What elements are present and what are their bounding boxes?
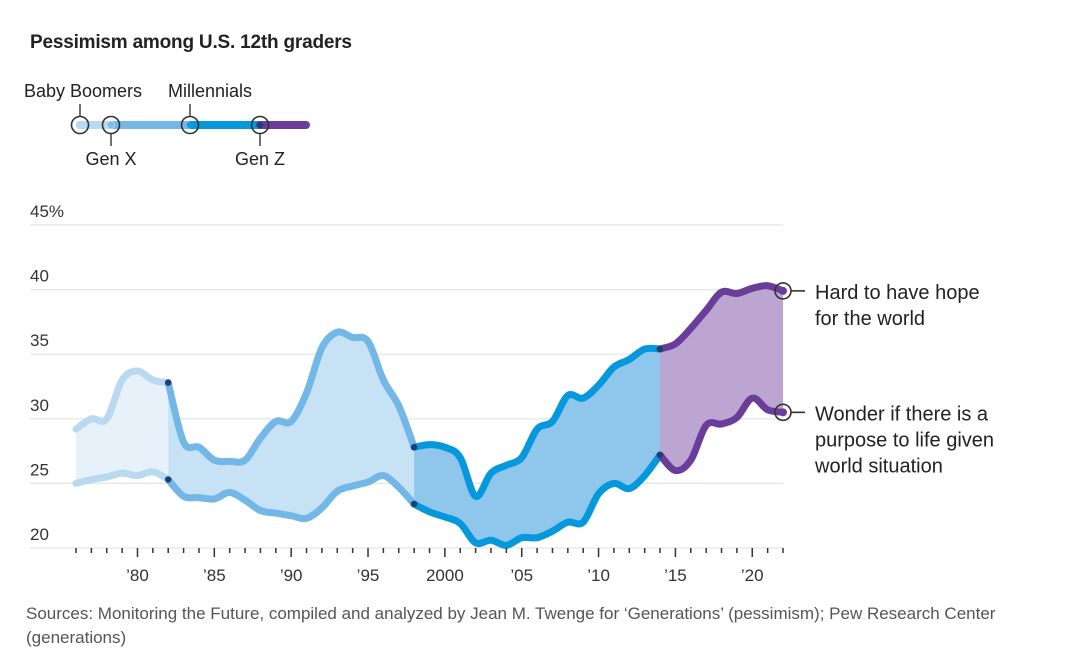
- boundary-dot: [410, 444, 418, 451]
- boundary-dot: [656, 345, 664, 353]
- x-tick-label: ’85: [203, 566, 226, 585]
- y-tick-label: 25: [30, 460, 49, 479]
- x-tick-label: ’05: [510, 566, 533, 585]
- y-tick-label: 35: [30, 331, 49, 350]
- source-note: Sources: Monitoring the Future, compiled…: [26, 604, 996, 647]
- legend-marker-dot: [256, 121, 264, 129]
- y-tick-label: 30: [30, 396, 49, 415]
- annotation-dot: [779, 286, 787, 295]
- annotation-text: purpose to life given: [815, 429, 994, 451]
- legend-label: Baby Boomers: [24, 81, 142, 101]
- area-gen-z: [660, 285, 783, 471]
- line-hope-millennials: [410, 344, 664, 500]
- line-purpose-baby-boomers: [72, 468, 172, 487]
- x-axis: ’80 ’85 ’90 ’95 2000 ’05 ’10 ’15 ’20: [75, 548, 784, 585]
- area-millennials: [414, 348, 660, 546]
- boundary-dot: [656, 451, 664, 459]
- annotation-text: for the world: [815, 308, 925, 330]
- x-tick-label: ’90: [280, 566, 303, 585]
- legend-marker: [250, 115, 270, 135]
- legend-marker: [101, 115, 121, 135]
- x-tick-label: ’80: [126, 566, 149, 585]
- y-axis: 45% 40 35 30 25 20: [30, 202, 64, 544]
- legend-label: Gen Z: [235, 149, 285, 169]
- x-tick-label: ’20: [741, 566, 764, 585]
- x-tick-label: ’10: [587, 566, 610, 585]
- boundary-dot: [410, 500, 418, 508]
- y-tick-label: 20: [30, 525, 49, 544]
- annotation-text: Hard to have hope: [815, 282, 980, 304]
- generation-legend: Baby Boomers Millennials Gen X Gen Z: [24, 81, 310, 169]
- x-tick-label: 2000: [426, 566, 464, 585]
- chart-title: Pessimism among U.S. 12th graders: [30, 32, 352, 53]
- legend-marker-dot: [107, 121, 115, 129]
- legend-marker: [70, 115, 90, 135]
- boundary-dot: [165, 379, 172, 386]
- annotation-dot: [779, 408, 787, 417]
- series-lines: [72, 282, 787, 549]
- annotation-text: world situation: [814, 455, 943, 477]
- legend-marker-dot: [186, 121, 194, 129]
- legend-marker: [180, 115, 200, 135]
- line-hope-baby-boomers: [72, 367, 172, 433]
- line-purpose-gen-z: [656, 394, 787, 475]
- annotation-text: Wonder if there is a: [815, 403, 989, 425]
- line-purpose-gen-x: [164, 472, 418, 523]
- x-tick-label: ’15: [664, 566, 687, 585]
- line-hope-gen-z: [656, 282, 787, 353]
- y-tick-label: 45%: [30, 202, 64, 221]
- legend-marker-dot: [76, 121, 84, 129]
- line-hope-gen-x: [164, 328, 418, 466]
- y-tick-label: 40: [30, 267, 49, 286]
- legend-label: Millennials: [168, 81, 252, 101]
- boundary-dot: [165, 476, 172, 483]
- line-purpose-millennials: [410, 451, 664, 549]
- annotations: Hard to have hope for the world Wonder if …: [774, 282, 994, 477]
- x-tick-label: ’95: [357, 566, 380, 585]
- area-baby-boomers: [76, 371, 169, 484]
- legend-label: Gen X: [85, 149, 136, 169]
- generation-areas: [76, 285, 783, 546]
